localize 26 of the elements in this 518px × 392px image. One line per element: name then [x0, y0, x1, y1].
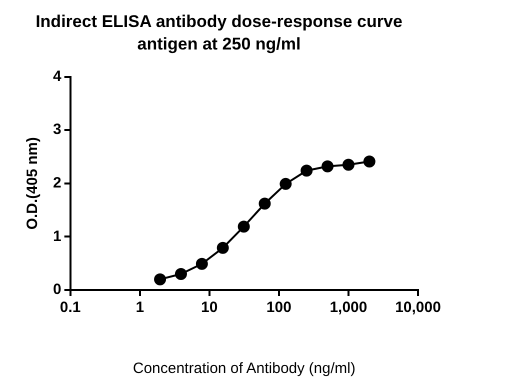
point [322, 160, 334, 172]
point [280, 178, 292, 190]
point [342, 158, 354, 171]
point [174, 268, 187, 280]
chart-subtitle: antigen at 250 ng/ml [137, 34, 301, 54]
point [216, 242, 229, 254]
chart-title: Indirect ELISA antibody dose-response curve [36, 12, 402, 31]
point [154, 273, 166, 286]
x-tick-label: 0.1 [60, 299, 81, 316]
x-tick-label: 100 [266, 299, 292, 316]
x-tick-label: 1,000 [330, 299, 368, 316]
y-tick-label: 3 [53, 121, 62, 138]
point [258, 198, 271, 210]
y-tick-label: 1 [53, 228, 62, 245]
x-tick-label: 10 [201, 299, 218, 316]
y-axis-title: O.D.(405 nm) [24, 137, 42, 230]
y-tick-label: 0 [53, 281, 62, 298]
point [300, 164, 313, 177]
y-tick-label: 2 [53, 174, 62, 192]
y-tick-label: 4 [53, 68, 62, 85]
x-tick-label: 10,000 [395, 299, 441, 316]
point [196, 258, 208, 270]
x-tick-label: 1 [136, 299, 144, 316]
x-axis-title: Concentration of Antibody (ng/ml) [132, 360, 356, 378]
point [238, 220, 250, 233]
point [363, 156, 376, 168]
